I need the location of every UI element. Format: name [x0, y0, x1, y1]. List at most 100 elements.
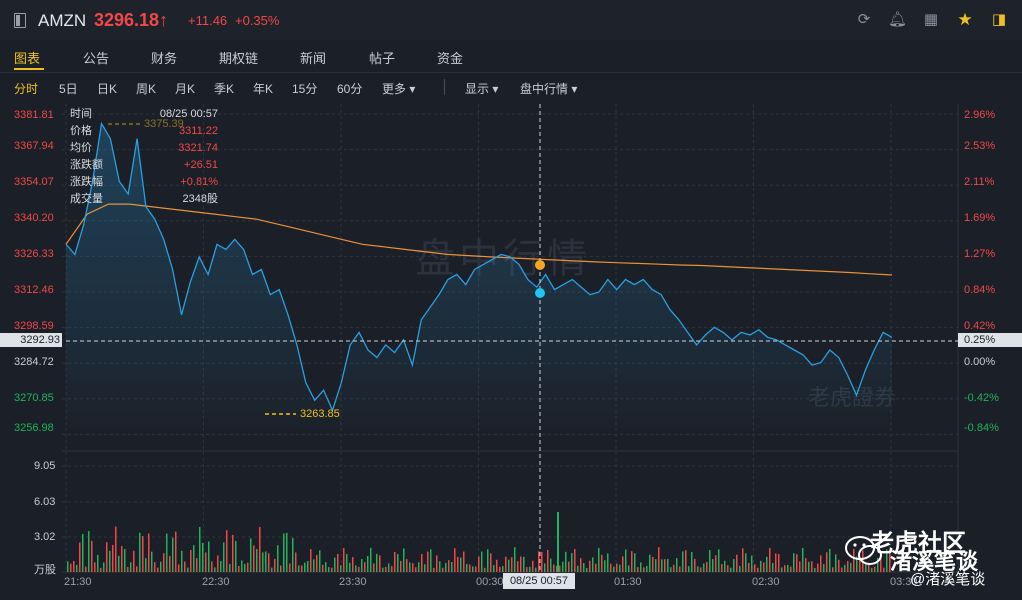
volume-bar [358, 566, 360, 572]
crosshair-time-tag: 08/25 00:57 [503, 573, 575, 589]
grid-icon[interactable]: ▦ [923, 11, 939, 28]
tab-chart[interactable]: 图表 [14, 51, 41, 66]
volume-bar [886, 549, 888, 572]
volume-bar [94, 562, 96, 572]
active-tab-underline [14, 68, 44, 70]
volume-bar [262, 552, 264, 572]
intraday-chart[interactable] [0, 100, 1022, 600]
volume-bar [352, 557, 354, 572]
volume-bar [259, 526, 261, 572]
volume-bar [685, 550, 687, 572]
display-dropdown[interactable]: 显示 ▾ [465, 82, 499, 96]
volume-bar [409, 562, 411, 572]
volume-bar [769, 548, 771, 572]
volume-bar [799, 561, 801, 572]
price-area-fill [66, 123, 892, 428]
period-monthly[interactable]: 月K [175, 82, 196, 96]
pct-tick-label: -0.84% [964, 422, 999, 434]
volume-bar [736, 554, 738, 572]
volume-bar [655, 559, 657, 572]
volume-bar [190, 550, 192, 572]
tab-announcements[interactable]: 公告 [83, 51, 110, 66]
wechat-logo-icon [845, 536, 882, 565]
sidebar-toggle-icon[interactable] [14, 13, 26, 28]
info-row-price: 价格 3311.22 [64, 123, 222, 140]
info-key: 涨跌幅 [70, 176, 103, 188]
volume-bar [718, 549, 720, 572]
star-icon[interactable]: ★ [957, 10, 973, 29]
volume-bar [145, 558, 147, 572]
volume-bar [100, 567, 102, 572]
volume-bar [649, 554, 651, 572]
period-yearly[interactable]: 年K [253, 82, 274, 96]
volume-bar [676, 558, 678, 572]
tab-financials[interactable]: 财务 [151, 51, 178, 66]
volume-bar [829, 548, 831, 572]
volume-bar [181, 550, 183, 572]
period-more-dropdown[interactable]: 更多 ▾ [382, 82, 416, 96]
volume-bar [859, 557, 861, 572]
intraday-quote-dropdown[interactable]: 盘中行情 ▾ [520, 82, 578, 96]
volume-bar [484, 567, 486, 572]
volume-bar [193, 545, 195, 572]
volume-bar [631, 551, 633, 572]
period-weekly[interactable]: 周K [136, 82, 157, 96]
y-tick-label: 3340.20 [14, 212, 54, 224]
volume-bar [664, 559, 666, 572]
info-value: 3311.22 [179, 125, 218, 137]
info-row-change: 涨跌额 +26.51 [64, 157, 222, 174]
volume-bar [490, 553, 492, 572]
period-60min[interactable]: 60分 [337, 82, 363, 96]
period-intraday[interactable]: 分时 [14, 82, 39, 96]
volume-bar [634, 553, 636, 572]
volume-bar [817, 563, 819, 572]
bell-icon[interactable]: 🔔︎ [888, 11, 908, 28]
volume-bar [103, 562, 105, 572]
volume-bar [787, 564, 789, 572]
volume-bar [391, 566, 393, 572]
volume-bar [412, 563, 414, 572]
volume-bar [592, 557, 594, 572]
volume-bar [571, 553, 573, 572]
tab-options[interactable]: 期权链 [219, 51, 259, 66]
period-5day[interactable]: 5日 [59, 82, 78, 96]
volume-bar [454, 548, 456, 572]
volume-bar [415, 567, 417, 572]
info-key: 涨跌额 [70, 159, 103, 171]
author-watermark: 渚溪笔谈 [890, 549, 979, 574]
volume-bar [238, 565, 240, 572]
volume-bar [514, 547, 516, 572]
volume-bar [574, 549, 576, 572]
tab-funds[interactable]: 资金 [437, 51, 464, 66]
volume-bar [451, 562, 453, 572]
volume-bar [241, 560, 243, 572]
volume-bar [82, 534, 84, 572]
volume-bar [682, 551, 684, 572]
volume-bar [214, 567, 216, 572]
volume-bar [727, 565, 729, 572]
period-daily[interactable]: 日K [97, 82, 118, 96]
volume-bar [109, 550, 111, 572]
volume-bar [547, 549, 549, 572]
period-15min[interactable]: 15分 [292, 82, 318, 96]
tab-posts[interactable]: 帖子 [369, 51, 396, 66]
volume-bar [589, 560, 591, 572]
tab-news[interactable]: 新闻 [300, 51, 327, 66]
info-value: 08/25 00:57 [159, 108, 218, 120]
period-quarterly[interactable]: 季K [214, 82, 235, 96]
volume-bar [691, 551, 693, 572]
volume-bar [823, 564, 825, 572]
avg-crosshair-dot [535, 260, 545, 270]
volume-bar [838, 559, 840, 572]
volume-bar [97, 554, 99, 572]
pct-tick-label: 0.42% [964, 320, 996, 332]
volume-bar [283, 533, 285, 572]
refresh-icon[interactable]: ⟳ [857, 11, 871, 28]
panel-icon[interactable]: ◨ [991, 11, 1007, 28]
volume-bar [580, 558, 582, 572]
volume-bar [865, 563, 867, 572]
volume-bar [355, 565, 357, 572]
volume-bar [883, 567, 885, 572]
volume-bar [658, 547, 660, 572]
volume-bar [826, 552, 828, 572]
